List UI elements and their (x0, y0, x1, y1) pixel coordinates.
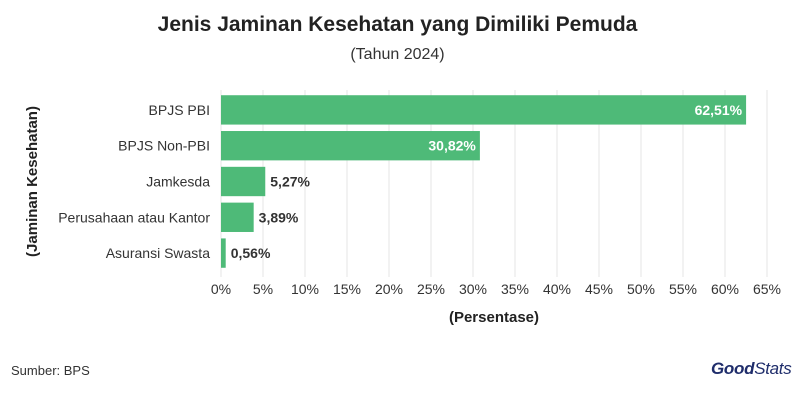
source-note: Sumber: BPS (11, 363, 90, 378)
logo-stats: Stats (754, 359, 792, 378)
data-label: 5,27% (270, 174, 310, 190)
x-tick-label: 45% (585, 281, 613, 297)
x-tick-label: 25% (417, 281, 445, 297)
category-label: Asuransi Swasta (106, 245, 210, 261)
x-tick-label: 20% (375, 281, 403, 297)
category-label: BPJS Non-PBI (118, 138, 210, 154)
x-tick-label: 60% (711, 281, 739, 297)
x-tick-label: 5% (253, 281, 273, 297)
bar (221, 238, 226, 268)
bar (221, 166, 266, 197)
x-tick-label: 0% (211, 281, 231, 297)
x-tick-label: 55% (669, 281, 697, 297)
chart-subtitle: (Tahun 2024) (350, 46, 445, 63)
bar (221, 131, 480, 161)
x-axis-title: (Persentase) (449, 309, 539, 326)
category-label: Perusahaan atau Kantor (58, 209, 210, 225)
y-axis-title: (Jaminan Kesehatan) (24, 106, 41, 257)
x-tick-label: 35% (501, 281, 529, 297)
data-label: 3,89% (259, 209, 299, 225)
category-label: BPJS PBI (149, 102, 210, 118)
x-tick-label: 40% (543, 281, 571, 297)
x-tick-label: 65% (753, 281, 781, 297)
bar (221, 202, 254, 232)
logo-good: Good (711, 359, 755, 378)
bar (221, 95, 747, 125)
x-tick-label: 10% (291, 281, 319, 297)
data-label: 0,56% (231, 245, 271, 261)
x-tick-label: 15% (333, 281, 361, 297)
chart-title: Jenis Jaminan Kesehatan yang Dimiliki Pe… (157, 13, 638, 36)
goodstats-logo: GoodStats (711, 359, 792, 379)
x-tick-label: 50% (627, 281, 655, 297)
x-tick-label: 30% (459, 281, 487, 297)
data-label: 30,82% (428, 138, 476, 154)
category-label: Jamkesda (146, 174, 210, 190)
data-label: 62,51% (695, 102, 743, 118)
